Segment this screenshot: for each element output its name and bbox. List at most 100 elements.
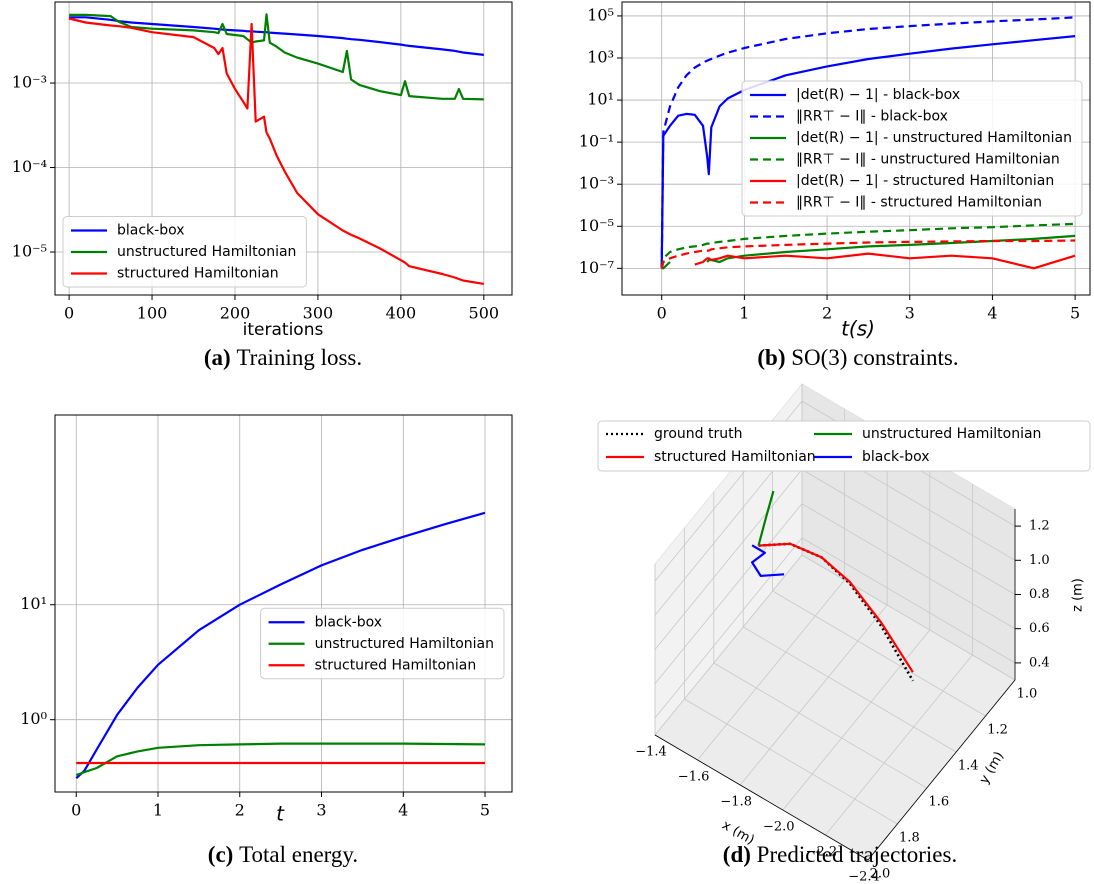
series-line <box>75 511 486 780</box>
axes-frame <box>54 414 513 793</box>
x-tick-label: −2.2 <box>806 845 838 860</box>
z-tick-label: 1.0 <box>1029 553 1050 568</box>
legend-label: |det(R) − 1| - unstructured Hamiltonian <box>796 130 1072 146</box>
x-tick-label: −1.4 <box>635 745 667 760</box>
trajectory <box>757 490 775 546</box>
series-line <box>660 16 1076 269</box>
legend-label: structured Hamiltonian <box>315 657 477 673</box>
plot-area <box>660 16 1076 270</box>
caption-text: Predicted trajectories. <box>757 842 958 867</box>
legend-label: |det(R) − 1| - structured Hamiltonian <box>796 173 1054 189</box>
caption-text: Total energy. <box>239 842 358 867</box>
trajectory <box>751 544 785 577</box>
legend-label: ‖RR⊤ − I‖ - unstructured Hamiltonian <box>796 152 1060 168</box>
caption-label: (c) <box>208 842 234 867</box>
legend-label: black-box <box>117 223 185 239</box>
y-tick-label: 1.4 <box>958 759 979 774</box>
legend-label: unstructured Hamiltonian <box>862 426 1041 442</box>
legend: black-box unstructured Hamiltonian structu… <box>260 607 505 680</box>
grid-line <box>697 579 845 761</box>
caption: (c) Total energy. <box>208 842 358 867</box>
grid-line <box>654 537 803 719</box>
legend-label: black-box <box>862 449 930 465</box>
y-tick-label: 10¹ <box>20 594 47 613</box>
x-axis-label: t(s) <box>841 317 875 341</box>
y-tick-label: 10⁻⁷ <box>579 258 614 277</box>
axes-frame <box>54 1 513 296</box>
y-tick-label: 1.2 <box>987 723 1008 738</box>
y-tick-label: 10¹ <box>587 90 614 109</box>
y-tick-label: 10³ <box>587 48 614 67</box>
caption-label: (b) <box>757 345 785 370</box>
series-line <box>660 222 1076 269</box>
grid-line <box>654 554 803 736</box>
grid-line <box>739 604 888 786</box>
y-tick-label: 10⁻³ <box>579 174 614 193</box>
grid-line <box>742 626 957 753</box>
y-tick-label: 1.6 <box>928 795 949 810</box>
x-tick-label: 1 <box>739 304 749 323</box>
y-tick-label: 10⁻⁴ <box>12 157 47 176</box>
legend-label: black-box <box>315 614 383 630</box>
caption-text: SO(3) constraints. <box>791 345 958 370</box>
y-tick-label: 10⁻³ <box>12 73 47 92</box>
series-line <box>660 35 1076 269</box>
x-tick-label: 3 <box>316 801 326 820</box>
series-line <box>69 16 484 56</box>
z-tick-label: 0.8 <box>1029 587 1050 602</box>
axis-line <box>654 734 869 861</box>
x-axis-label: t <box>276 802 285 826</box>
x-tick-label: 3 <box>905 304 915 323</box>
grid-line <box>772 590 986 717</box>
legend-label: ground truth <box>654 426 742 442</box>
x-tick-label: 2 <box>822 304 832 323</box>
y-tick-label: 10⁻⁵ <box>12 242 47 261</box>
caption-label: (d) <box>723 842 751 867</box>
series-line <box>68 17 484 285</box>
caption: (b) SO(3) constraints. <box>757 345 958 370</box>
caption-label: (a) <box>204 345 231 370</box>
legend-label: structured Hamiltonian <box>654 449 816 465</box>
caption: (d) Predicted trajectories. <box>723 842 957 867</box>
caption-text: Training loss. <box>236 345 362 370</box>
grid-line <box>801 554 1016 681</box>
x-tick-label: 0 <box>71 801 81 820</box>
grid-line <box>654 469 803 650</box>
grid-line <box>801 469 1016 595</box>
x-tick-label: −2.4 <box>848 870 880 884</box>
grid-line <box>684 698 898 825</box>
legend-label: ‖RR⊤ − I‖ - structured Hamiltonian <box>796 195 1042 211</box>
x-tick-label: −1.8 <box>720 795 752 810</box>
x-tick-label: 4 <box>398 801 408 820</box>
x-tick-label: 0 <box>64 304 74 323</box>
grid-line <box>713 662 928 789</box>
x-tick-label: 5 <box>480 801 490 820</box>
z-tick-label: 0.6 <box>1029 621 1050 636</box>
legend: ground truth structured Hamiltonian unstru… <box>597 420 1091 472</box>
x-axis-label: iterations <box>243 320 324 340</box>
y-axis-label: y (m) <box>977 749 1007 786</box>
series-line <box>69 13 484 101</box>
series-line <box>660 239 1076 269</box>
axis-line <box>867 679 1016 861</box>
legend-box <box>597 420 1091 472</box>
caption: (a) Training loss. <box>204 345 362 370</box>
z-tick-label: 1.2 <box>1029 519 1050 534</box>
x-tick-label: 200 <box>220 304 251 323</box>
plot-area <box>68 13 484 285</box>
legend-label: |det(R) − 1| - black-box <box>796 87 960 103</box>
legend: black-box unstructured Hamiltonian structu… <box>62 216 307 288</box>
plot-area <box>75 511 486 780</box>
legend-box <box>62 216 307 288</box>
y-tick-label: 2.0 <box>870 867 891 882</box>
x-tick-label: 500 <box>469 304 500 323</box>
y-tick-label: 10⁰ <box>20 709 47 728</box>
z-axis-label: z (m) <box>1071 578 1086 612</box>
x-tick-label: 300 <box>303 304 334 323</box>
trajectory <box>758 542 914 673</box>
z-tick-label: 0.4 <box>1029 655 1050 670</box>
legend-label: unstructured Hamiltonian <box>117 244 296 260</box>
x-tick-label: −1.6 <box>678 770 710 785</box>
x-tick-label: 400 <box>386 304 417 323</box>
